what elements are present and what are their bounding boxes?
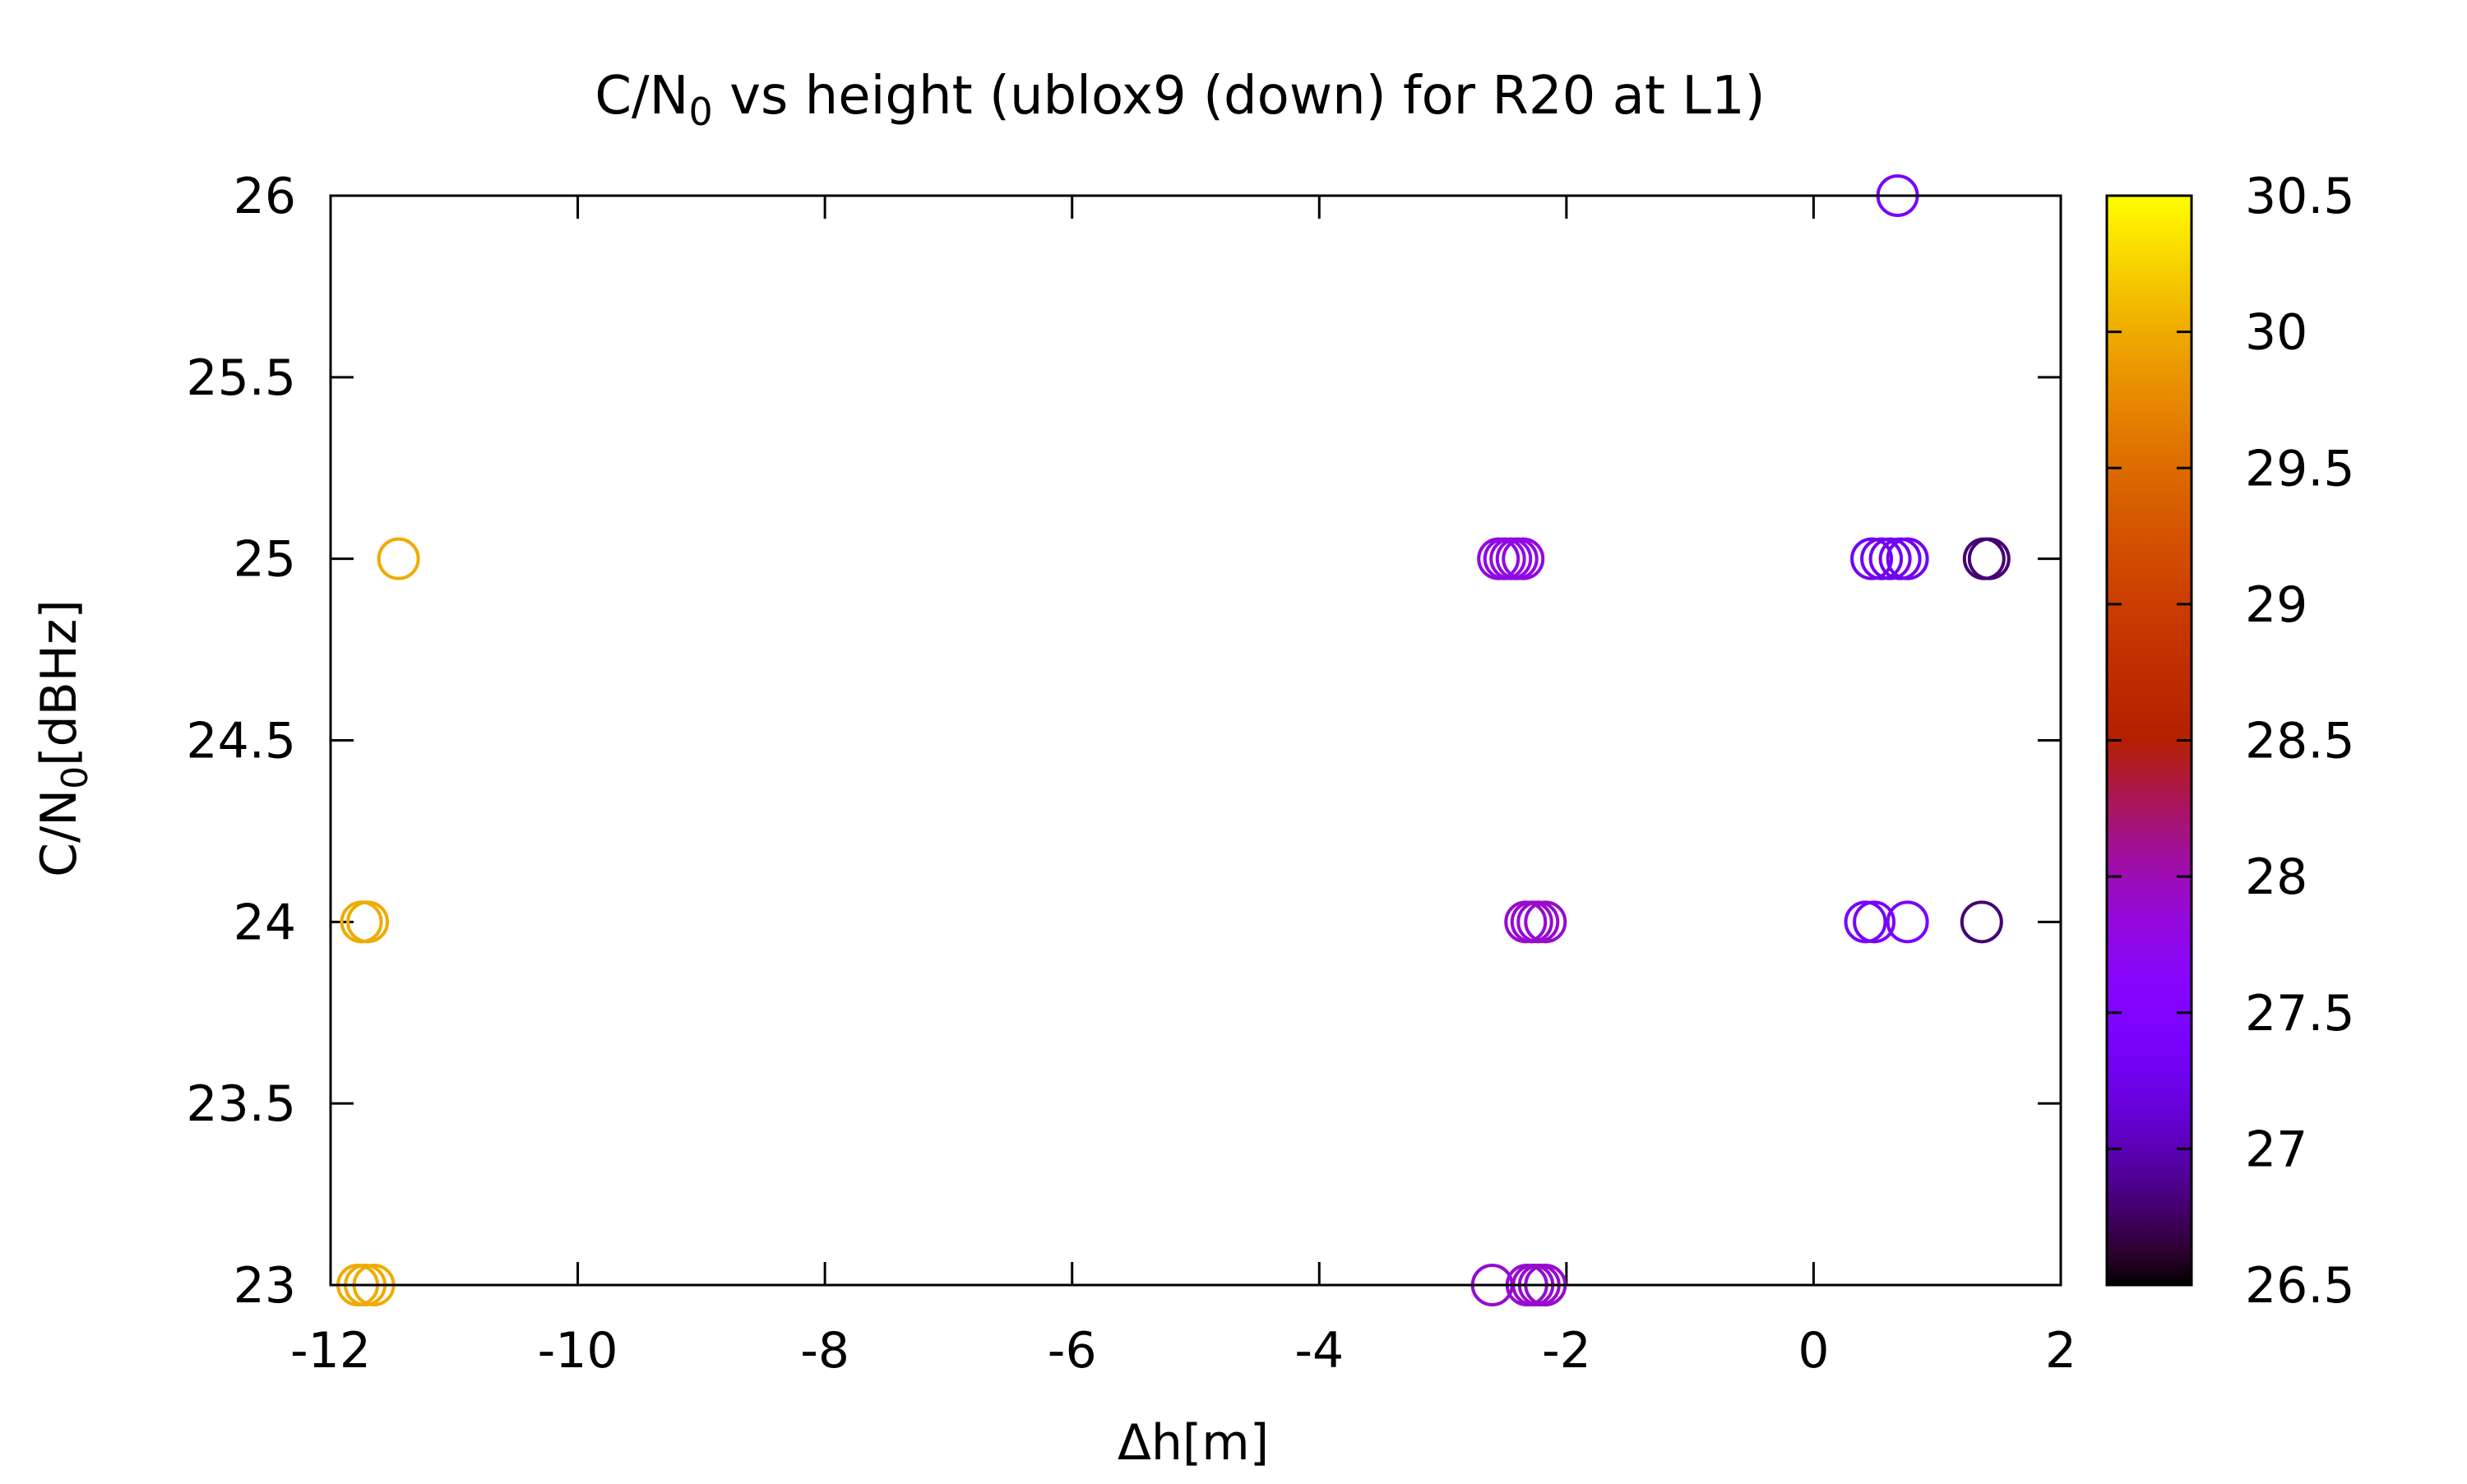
scatter-point [1524, 900, 1567, 944]
colorbar-tick-label: 27 [2245, 1121, 2307, 1178]
y-tick-label: 23.5 [186, 1075, 296, 1133]
x-axis-ticks: -12 -10 -8 -6 -4 -2 0 2 [290, 196, 2076, 1380]
y-tick-label: 24.5 [186, 713, 296, 770]
colorbar-tick-label: 29.5 [2245, 440, 2355, 497]
colorbar-tick-label: 26.5 [2245, 1257, 2355, 1315]
y-tick-label: 26 [234, 168, 296, 225]
x-axis-label: Δh[m] [1118, 1414, 1269, 1472]
scatter-point [1853, 900, 1896, 944]
scatter-point [1886, 537, 1929, 580]
colorbar-tick-label: 28 [2245, 848, 2307, 906]
x-tick-label: -10 [538, 1322, 618, 1380]
scatter-point [1860, 537, 1904, 580]
x-tick-label: -6 [1048, 1322, 1097, 1380]
plot-frame [329, 194, 2062, 1287]
scatter-point [1502, 537, 1545, 580]
x-tick-label: 0 [1798, 1322, 1829, 1380]
colorbar-ticks: 26.5 27 27.5 28 28.5 29 29.5 30 30.5 [2107, 168, 2355, 1315]
scatter-point [1850, 537, 1894, 580]
colorbar-tick-label: 28.5 [2245, 713, 2355, 770]
scatter-point [1960, 900, 2003, 944]
scatter-point [377, 537, 420, 580]
x-tick-label: -8 [800, 1322, 849, 1380]
y-axis-label: C/N0[dBHz] [30, 599, 96, 877]
scatter-point [1886, 900, 1929, 944]
y-tick-label: 24 [234, 894, 296, 951]
y-tick-label: 23 [234, 1257, 296, 1315]
x-tick-label: -4 [1294, 1322, 1344, 1380]
colorbar-tick-label: 27.5 [2245, 985, 2355, 1042]
y-tick-label: 25.5 [186, 349, 296, 407]
y-tick-label: 25 [234, 531, 296, 589]
scatter-point [1844, 900, 1887, 944]
chart-title: C/N0 vs height (ublox9 (down) for R20 at… [595, 66, 1765, 134]
colorbar-tick-label: 30.5 [2245, 168, 2355, 225]
x-tick-label: -12 [290, 1322, 371, 1380]
scatter-point [346, 900, 390, 944]
colorbar-tick-label: 30 [2245, 304, 2307, 362]
data-points [336, 174, 2011, 1306]
x-tick-label: -2 [1542, 1322, 1591, 1380]
x-tick-label: 2 [2045, 1322, 2076, 1380]
scatter-point [1967, 537, 2011, 580]
scatter-point [1868, 537, 1912, 580]
y-axis-ticks: 23 23.5 24 24.5 25 25.5 26 [186, 168, 2061, 1315]
colorbar-tick-label: 29 [2245, 576, 2307, 634]
